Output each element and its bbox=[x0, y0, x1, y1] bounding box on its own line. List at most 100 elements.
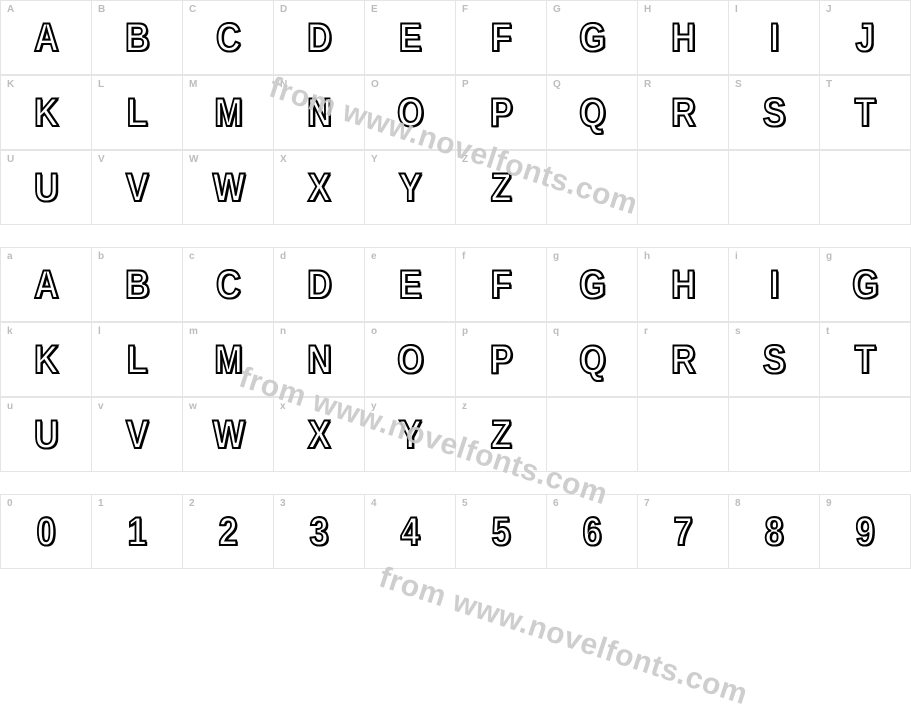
glyph-cell bbox=[820, 151, 911, 225]
glyph-cell: dD bbox=[274, 248, 365, 322]
glyph-cell: fF bbox=[456, 248, 547, 322]
glyph: I bbox=[770, 265, 779, 305]
glyph-cell-label: O bbox=[371, 80, 379, 90]
glyph: G bbox=[852, 265, 878, 305]
glyph: Z bbox=[491, 415, 511, 455]
glyph: 5 bbox=[492, 512, 510, 552]
glyph-cell: tT bbox=[820, 323, 911, 397]
glyph-cell: pP bbox=[456, 323, 547, 397]
glyph-cell: CC bbox=[183, 1, 274, 75]
glyph-cell: sS bbox=[729, 323, 820, 397]
glyph-cell-label: e bbox=[371, 252, 377, 262]
glyph-cell-label: o bbox=[371, 327, 377, 337]
glyph: 2 bbox=[219, 512, 237, 552]
glyph: N bbox=[307, 93, 331, 133]
glyph: M bbox=[214, 340, 241, 380]
glyph-cell-label: d bbox=[280, 252, 286, 262]
glyph: 7 bbox=[674, 512, 692, 552]
glyph-cell: AA bbox=[1, 1, 92, 75]
glyph: R bbox=[671, 340, 695, 380]
grid-row: aAbBcCdDeEfFgGhHiIgG bbox=[0, 247, 911, 322]
glyph-cell-label: h bbox=[644, 252, 650, 262]
glyph-cell-label: 8 bbox=[735, 499, 741, 509]
glyph: H bbox=[671, 265, 695, 305]
glyph-cell: oO bbox=[365, 323, 456, 397]
glyph: F bbox=[491, 265, 511, 305]
glyph-cell-label: 7 bbox=[644, 499, 650, 509]
glyph: B bbox=[125, 265, 149, 305]
glyph-cell-label: D bbox=[280, 5, 287, 15]
glyph-cell bbox=[638, 398, 729, 472]
glyph-cell-label: V bbox=[98, 155, 105, 165]
glyph-cell: mM bbox=[183, 323, 274, 397]
glyph: A bbox=[34, 18, 58, 58]
glyph-cell-label: f bbox=[462, 252, 465, 262]
glyph-cell-label: 6 bbox=[553, 499, 559, 509]
grid-row: uUvVwWxXyYzZ bbox=[0, 397, 911, 472]
glyph-cell bbox=[547, 398, 638, 472]
glyph: R bbox=[671, 93, 695, 133]
glyph: O bbox=[397, 340, 423, 380]
watermark: from www.novelfonts.com bbox=[375, 561, 752, 712]
glyph-cell-label: N bbox=[280, 80, 287, 90]
glyph-cell-label: L bbox=[98, 80, 104, 90]
glyph-cell-label: v bbox=[98, 402, 104, 412]
glyph-cell: VV bbox=[92, 151, 183, 225]
glyph-cell: QQ bbox=[547, 76, 638, 150]
glyph-cell-label: P bbox=[462, 80, 469, 90]
glyph-cell: MM bbox=[183, 76, 274, 150]
glyph-cell: 11 bbox=[92, 495, 183, 569]
glyph-cell: cC bbox=[183, 248, 274, 322]
glyph-cell: 77 bbox=[638, 495, 729, 569]
glyph: A bbox=[34, 265, 58, 305]
glyph-cell-label: 1 bbox=[98, 499, 104, 509]
glyph-cell: HH bbox=[638, 1, 729, 75]
glyph-cell-label: T bbox=[826, 80, 832, 90]
glyph-cell: 00 bbox=[1, 495, 92, 569]
glyph-cell-label: 4 bbox=[371, 499, 377, 509]
glyph-cell: II bbox=[729, 1, 820, 75]
glyph-cell: WW bbox=[183, 151, 274, 225]
glyph-cell-label: x bbox=[280, 402, 286, 412]
glyph-cell: PP bbox=[456, 76, 547, 150]
glyph-cell: 22 bbox=[183, 495, 274, 569]
glyph-cell-label: b bbox=[98, 252, 104, 262]
glyph-cell: JJ bbox=[820, 1, 911, 75]
glyph: E bbox=[399, 265, 421, 305]
glyph: C bbox=[216, 265, 240, 305]
grid-row: kKlLmMnNoOpPqQrRsStT bbox=[0, 322, 911, 397]
glyph-cell-label: a bbox=[7, 252, 13, 262]
glyph: O bbox=[397, 93, 423, 133]
glyph-cell-label: C bbox=[189, 5, 196, 15]
glyph-cell: ZZ bbox=[456, 151, 547, 225]
glyph: P bbox=[490, 340, 512, 380]
glyph-cell-label: Q bbox=[553, 80, 561, 90]
glyph-cell-label: y bbox=[371, 402, 377, 412]
glyph-cell: vV bbox=[92, 398, 183, 472]
glyph: T bbox=[855, 340, 875, 380]
grid-row: UUVVWWXXYYZZ bbox=[0, 150, 911, 225]
glyph-cell: 66 bbox=[547, 495, 638, 569]
glyph-cell: uU bbox=[1, 398, 92, 472]
glyph-cell-label: z bbox=[462, 402, 467, 412]
glyph-cell-label: w bbox=[189, 402, 197, 412]
glyph-cell: OO bbox=[365, 76, 456, 150]
glyph: J bbox=[856, 18, 874, 58]
glyph: U bbox=[34, 415, 58, 455]
glyph-cell-label: r bbox=[644, 327, 648, 337]
glyph-cell: gG bbox=[547, 248, 638, 322]
glyph-cell bbox=[547, 151, 638, 225]
glyph-cell bbox=[820, 398, 911, 472]
glyph-cell-label: l bbox=[98, 327, 101, 337]
glyph-cell-label: Z bbox=[462, 155, 468, 165]
glyph-cell: FF bbox=[456, 1, 547, 75]
glyph: Z bbox=[491, 168, 511, 208]
glyph: 9 bbox=[856, 512, 874, 552]
glyph: K bbox=[34, 340, 58, 380]
glyph-cell: LL bbox=[92, 76, 183, 150]
glyph-cell: EE bbox=[365, 1, 456, 75]
glyph-cell: bB bbox=[92, 248, 183, 322]
glyph: 3 bbox=[310, 512, 328, 552]
glyph: U bbox=[34, 168, 58, 208]
glyph-cell-label: R bbox=[644, 80, 651, 90]
